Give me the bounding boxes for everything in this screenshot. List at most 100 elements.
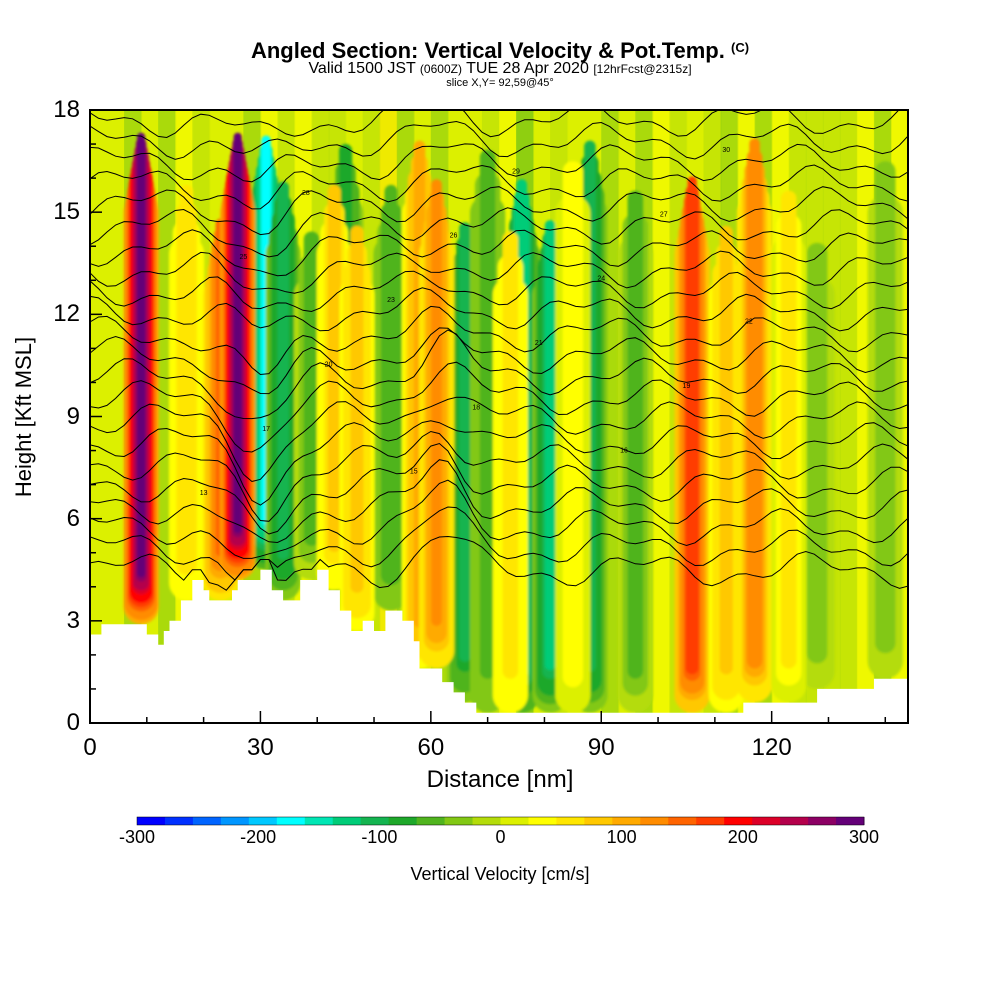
colorbar-swatch (584, 817, 613, 825)
isentrope-line (90, 420, 908, 506)
y-tick-label: 15 (53, 198, 80, 226)
colorbar-swatch (304, 817, 334, 825)
isentrope-line (90, 120, 908, 160)
updraft-column (220, 132, 256, 580)
updraft-column (168, 184, 205, 601)
updraft-column (708, 225, 744, 713)
isentrope-label: 21 (535, 340, 543, 347)
chart-title-suffix: (C) (731, 40, 750, 55)
colorbar-swatch (640, 817, 669, 825)
x-tick-label: 90 (587, 734, 615, 761)
chart-title-text: Angled Section: Vertical Velocity & Pot.… (250, 38, 725, 63)
colorbar-swatch (668, 817, 697, 825)
colorbar-swatch (724, 817, 753, 825)
isentrope-line (90, 229, 908, 277)
isentrope-line (90, 396, 908, 483)
y-tick-label: 3 (66, 606, 80, 634)
isentrope-label: 15 (410, 469, 418, 476)
colorbar-swatch (836, 817, 865, 825)
isentrope-label: 18 (472, 404, 480, 411)
colorbar-swatch (220, 817, 250, 825)
isentrope-label: 23 (387, 297, 395, 304)
colorbar-swatch (528, 817, 557, 825)
valid-utc: (0600Z) (419, 62, 462, 76)
isentrope-line (90, 287, 908, 332)
isentrope-line (90, 250, 908, 294)
isentrope-label: 25 (239, 254, 247, 261)
colorbar-label: Vertical Velocity [cm/s] (410, 864, 590, 884)
isentrope-line (90, 329, 908, 420)
updraft-column (771, 190, 807, 703)
terrain-area (90, 569, 908, 723)
y-axis-label: Height [Kft MSL] (11, 336, 36, 498)
isentrope-line (90, 327, 908, 395)
colorbar-tick-label: -200 (240, 827, 277, 847)
isentrope-line (90, 430, 908, 522)
updraft-column (555, 161, 591, 713)
colorbar-swatch (612, 817, 641, 825)
updraft-column (123, 132, 159, 625)
chart-subtitle: Valid 1500 JST (0600Z) TUE 28 Apr 2020 [… (0, 60, 1000, 78)
y-tick-label: 0 (66, 709, 80, 736)
forecast-info: [12hrFcst@2315z] (593, 62, 692, 76)
isentrope-line (90, 535, 908, 591)
updraft-column (737, 138, 773, 703)
colorbar-tick-label: -100 (361, 827, 398, 847)
isentrope-label: 19 (683, 383, 691, 390)
isentrope-label: 17 (262, 426, 270, 433)
y-tick-label: 18 (53, 96, 80, 123)
isentrope-label: 29 (512, 168, 520, 175)
colorbar-swatch (500, 817, 529, 825)
isentrope-line (90, 164, 908, 210)
colorbar-swatch (780, 817, 809, 825)
isentrope-line (90, 361, 908, 453)
colorbar-tick-label: 0 (495, 827, 506, 847)
terrain-mask (90, 569, 908, 723)
x-tick-label: 120 (751, 734, 792, 761)
isentrope-line (90, 186, 908, 236)
isentrope-line (90, 207, 908, 258)
colorbar-swatch (248, 817, 278, 825)
y-tick-label: 12 (53, 300, 80, 328)
colorbar-tick-label: -300 (118, 827, 156, 847)
isentrope-label: 22 (745, 319, 753, 326)
colorbar-swatch (444, 817, 474, 825)
isentrope-line (90, 110, 900, 139)
colorbar-swatch (332, 817, 362, 825)
y-tick-label: 6 (66, 504, 80, 532)
valid-date: TUE 28 Apr 2020 (466, 60, 589, 77)
downdraft-column (617, 190, 653, 713)
colorbar (136, 816, 865, 826)
isentrope-label: 27 (660, 211, 668, 218)
isentrope-label: 24 (597, 276, 605, 283)
isentrope-line (90, 506, 908, 581)
isentrope-label: 16 (620, 447, 628, 454)
downdraft-column (373, 184, 409, 611)
colorbar-tick-label: 200 (727, 827, 758, 847)
colorbar-swatch (752, 817, 781, 825)
updraft-column (492, 231, 528, 713)
colorbar-tick-label: 300 (848, 827, 880, 847)
colorbar-swatch (416, 817, 446, 825)
isentrope-line (90, 459, 908, 544)
colorbar-tick-label: 100 (606, 827, 637, 847)
isentrope-line (90, 143, 908, 183)
x-tick-label: 0 (83, 734, 97, 761)
valid-prefix: Valid 1500 JST (308, 60, 416, 77)
updraft-column (418, 179, 455, 669)
x-axis-label: Distance [nm] (426, 766, 574, 793)
isentrope-label: 30 (722, 147, 730, 154)
colorbar-swatch (808, 817, 837, 825)
colorbar-swatch (696, 817, 725, 825)
colorbar-swatch (164, 817, 194, 825)
colorbar-swatch (556, 817, 585, 825)
colorbar-swatch (388, 817, 418, 825)
updraft-column (674, 176, 710, 713)
isentrope-line (90, 479, 908, 559)
isentrope-label: 13 (200, 490, 208, 497)
colorbar-swatch (472, 817, 501, 825)
slice-info: slice X,Y= 92,59@45° (446, 77, 554, 89)
axis-ticks (89, 109, 887, 724)
colorbar-swatch (192, 817, 222, 825)
